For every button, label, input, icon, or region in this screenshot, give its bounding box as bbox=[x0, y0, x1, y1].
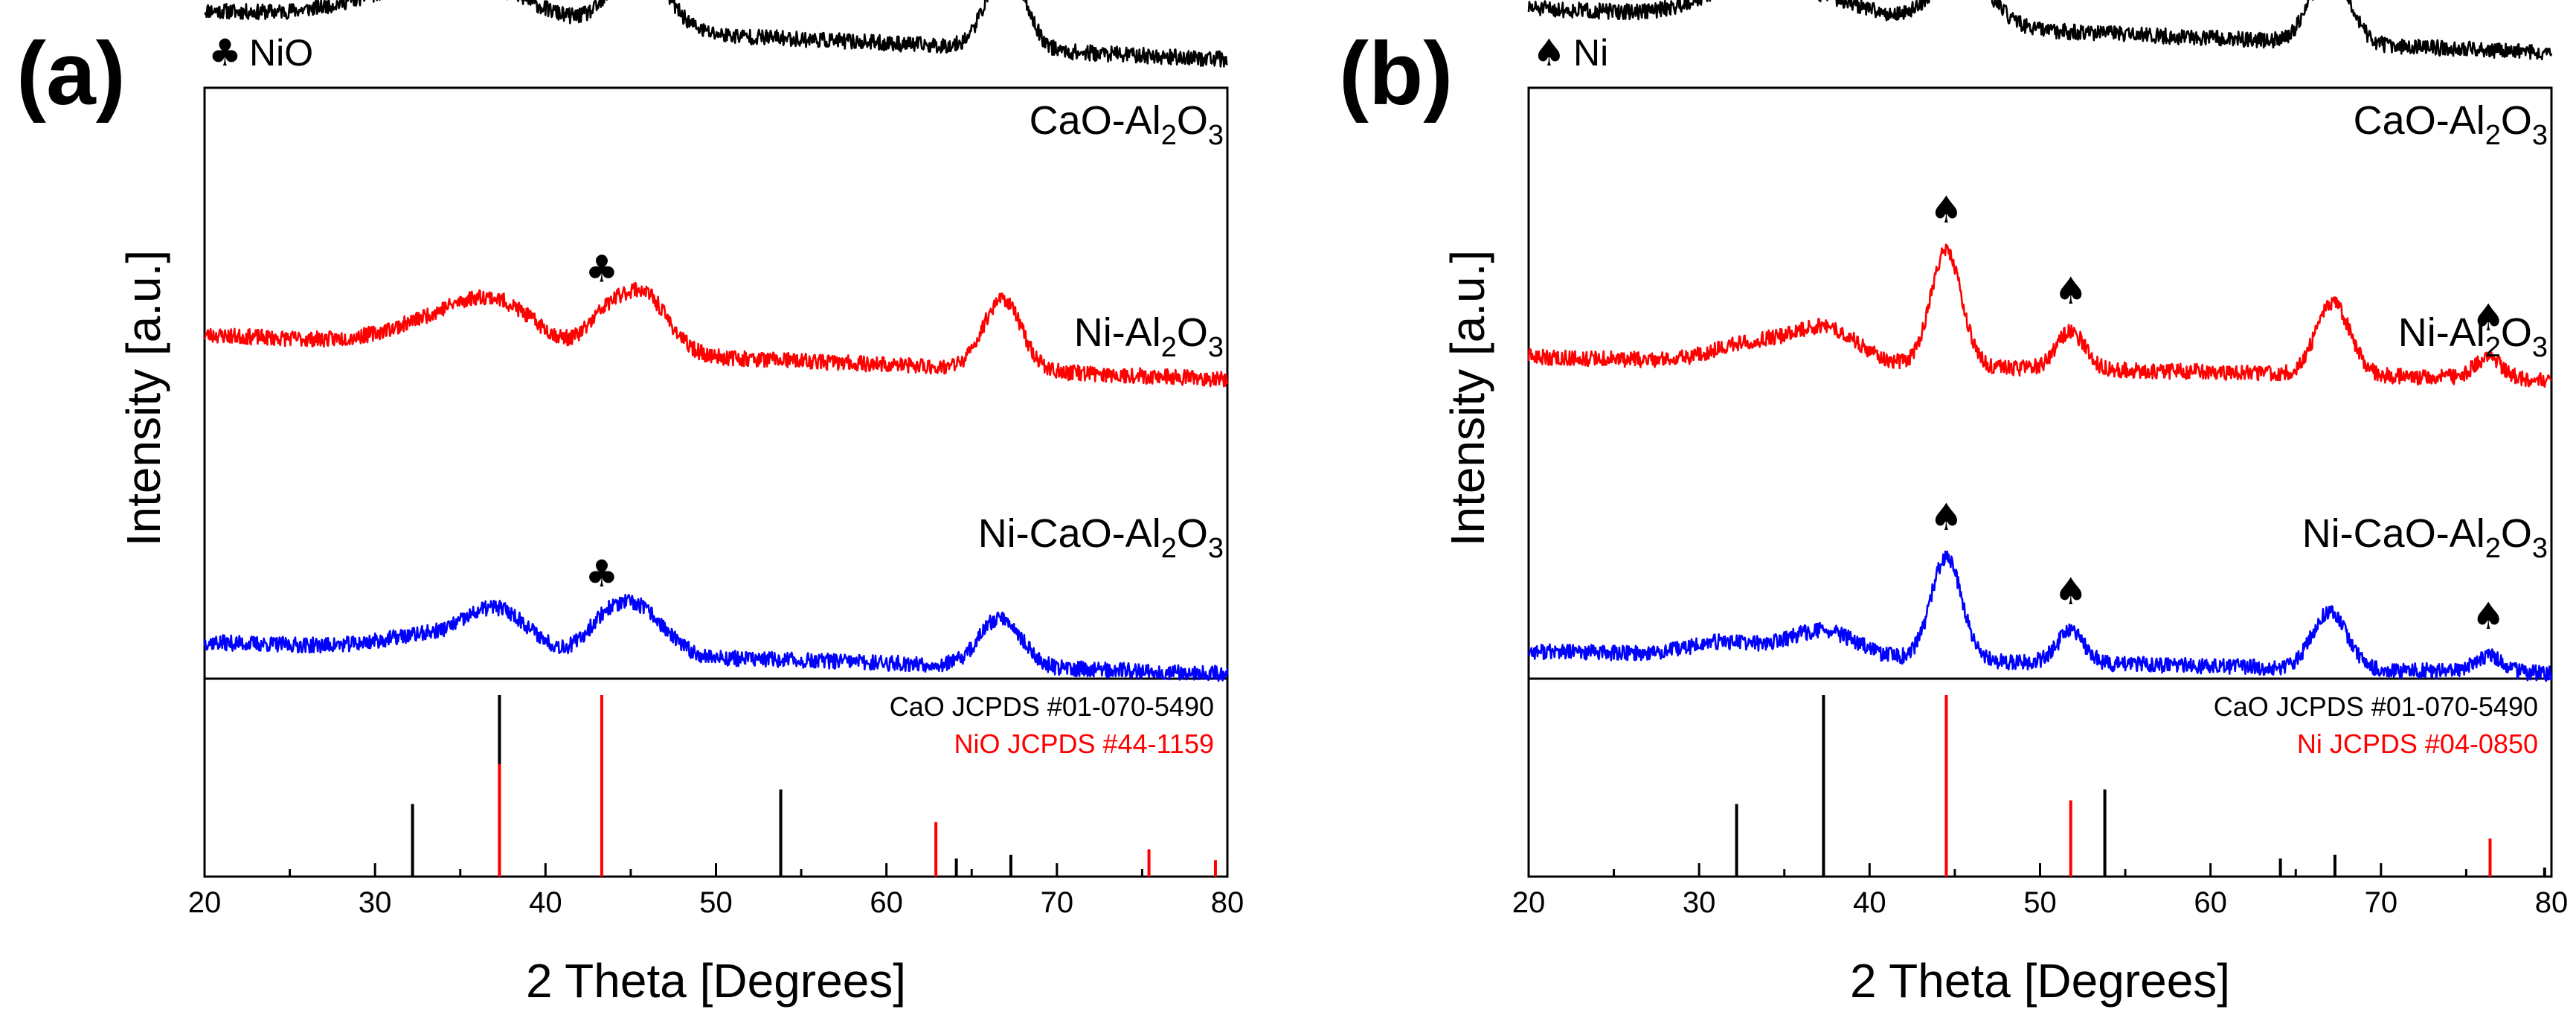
series-line-1 bbox=[1527, 243, 2552, 388]
peak-marker: ♠ bbox=[2472, 296, 2505, 339]
peak-marker: ♣ bbox=[585, 552, 619, 595]
series-label-part: O bbox=[2501, 310, 2532, 355]
series-line-0 bbox=[204, 0, 1228, 68]
series-line-2 bbox=[1528, 550, 2553, 682]
marker-legend-symbol: ♣ bbox=[208, 31, 242, 74]
x-axis-title: 2 Theta [Degrees] bbox=[526, 954, 906, 1008]
series-label-part: Ni-Al bbox=[1074, 310, 1161, 355]
series-label-part: 3 bbox=[1208, 332, 1224, 363]
peak-marker: ♣ bbox=[585, 247, 619, 290]
series-label-part: O bbox=[2501, 511, 2532, 556]
series-label-part: Ni-CaO-Al bbox=[2302, 511, 2485, 556]
peak-marker: ♠ bbox=[1930, 188, 1963, 231]
series-line-2 bbox=[203, 594, 1229, 682]
series-label-1: Ni-Al2O3 bbox=[1074, 310, 1224, 363]
series-label-part: O bbox=[1177, 310, 1208, 355]
x-tick-label: 80 bbox=[2535, 886, 2569, 919]
series-label-part: Ni-Al bbox=[2398, 310, 2485, 355]
x-tick-label: 70 bbox=[1041, 886, 1074, 919]
marker-legend-text: NiO bbox=[249, 32, 313, 74]
series-label-part: O bbox=[1177, 511, 1208, 556]
series-label-part: 3 bbox=[2532, 533, 2548, 564]
x-tick-label: 40 bbox=[1853, 886, 1886, 919]
reference-label: CaO JCPDS #01-070-5490 bbox=[890, 691, 1214, 722]
x-axis-title: 2 Theta [Degrees] bbox=[1850, 954, 2230, 1008]
x-tick-label: 20 bbox=[1512, 886, 1546, 919]
series-line-1 bbox=[203, 281, 1229, 388]
series-label-2: Ni-CaO-Al2O3 bbox=[978, 511, 1224, 564]
y-axis-title: Intensity [a.u.] bbox=[1441, 250, 1494, 546]
peak-marker: ♠ bbox=[2054, 269, 2087, 313]
x-tick-label: 20 bbox=[188, 886, 222, 919]
peak-marker: ♠ bbox=[2054, 570, 2087, 613]
series-label-part: O bbox=[2501, 98, 2532, 143]
series-label-part: Ni-CaO-Al bbox=[978, 511, 1161, 556]
series-label-part: O bbox=[1177, 98, 1208, 143]
x-tick-label: 40 bbox=[529, 886, 562, 919]
series-label-1: Ni-Al2O3 bbox=[2398, 310, 2548, 363]
series-label-part: 2 bbox=[2485, 332, 2501, 363]
series-label-part: 2 bbox=[1161, 533, 1177, 564]
x-tick-label: 60 bbox=[2194, 886, 2227, 919]
series-label-part: 2 bbox=[2485, 533, 2501, 564]
series-label-2: Ni-CaO-Al2O3 bbox=[2302, 511, 2548, 564]
series-label-part: CaO-Al bbox=[2354, 98, 2485, 143]
reference-label: CaO JCPDS #01-070-5490 bbox=[2214, 691, 2538, 722]
x-tick-label: 30 bbox=[359, 886, 392, 919]
series-label-part: 2 bbox=[2485, 120, 2501, 151]
panel-label: (b) bbox=[1339, 24, 1453, 124]
marker-legend-text: Ni bbox=[1573, 32, 1608, 74]
x-tick-label: 80 bbox=[1211, 886, 1244, 919]
series-label-part: 3 bbox=[1208, 533, 1224, 564]
x-tick-label: 50 bbox=[699, 886, 733, 919]
series-label-part: 2 bbox=[1161, 332, 1177, 363]
series-line-0 bbox=[1527, 0, 2553, 61]
peak-marker: ♠ bbox=[2472, 595, 2505, 638]
series-label-part: 3 bbox=[2532, 120, 2548, 151]
series-label-part: 3 bbox=[2532, 332, 2548, 363]
series-label-part: 2 bbox=[1161, 120, 1177, 151]
marker-legend-symbol: ♠ bbox=[1532, 31, 1566, 74]
series-label-0: CaO-Al2O3 bbox=[2354, 98, 2548, 151]
series-label-0: CaO-Al2O3 bbox=[1030, 98, 1224, 151]
x-tick-label: 50 bbox=[2023, 886, 2057, 919]
series-label-part: 3 bbox=[1208, 120, 1224, 151]
x-tick-label: 30 bbox=[1683, 886, 1716, 919]
x-tick-label: 60 bbox=[870, 886, 903, 919]
reference-label: NiO JCPDS #44-1159 bbox=[954, 729, 1215, 759]
reference-label: Ni JCPDS #04-0850 bbox=[2297, 729, 2538, 759]
x-tick-label: 70 bbox=[2365, 886, 2398, 919]
series-label-part: CaO-Al bbox=[1030, 98, 1161, 143]
peak-marker: ♠ bbox=[1930, 496, 1963, 539]
y-axis-title: Intensity [a.u.] bbox=[117, 250, 170, 546]
panel-label: (a) bbox=[16, 24, 126, 124]
